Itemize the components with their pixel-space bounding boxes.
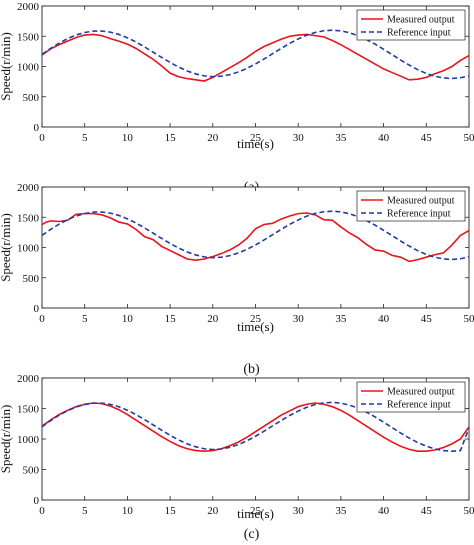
y-tick-label: 2000 [17,182,40,194]
series-line-measured-output [41,212,470,263]
legend-label: Measured output [387,387,455,398]
y-tick-label: 500 [23,273,40,285]
y-tick-label: 1000 [17,434,40,446]
x-tick-label: 0 [39,132,45,144]
y-axis-title: Speed(r/min) [0,405,13,474]
legend-box [356,381,466,413]
series-line-reference-input [41,401,470,453]
x-tick-label: 25 [250,313,262,325]
legend-label: Measured output [387,196,455,207]
x-tick-label: 0 [39,505,45,517]
x-tick-label: 50 [464,313,474,325]
x-tick-label: 30 [293,505,305,517]
y-tick-label: 2000 [17,373,40,385]
y-axis-title: Speed(r/min) [0,32,13,101]
x-tick-label: 10 [122,313,134,325]
y-tick-label: 0 [34,122,40,134]
x-tick-label: 10 [122,132,134,144]
legend-label: Measured output [387,15,455,26]
y-tick-label: 1000 [17,62,40,74]
x-tick-label: 25 [250,505,262,517]
x-tick-label: 15 [165,313,177,325]
x-tick-label: 35 [335,505,347,517]
y-axis-title: Speed(r/min) [0,213,13,282]
x-tick-label: 45 [421,505,433,517]
x-axis-title: time(s) [237,136,274,151]
y-tick-label: 500 [23,92,40,104]
x-tick-label: 5 [82,132,88,144]
y-tick-label: 1500 [17,404,40,416]
x-tick-label: 35 [335,313,347,325]
x-tick-label: 30 [293,132,305,144]
x-tick-label: 40 [378,505,390,517]
legend-label: Reference input [387,209,451,220]
y-tick-label: 2000 [17,1,40,13]
x-tick-label: 45 [421,313,433,325]
chart-panel-2: 0 5 10 15 20 25 30 35 40 45 500500100015002000Meas… [0,182,474,377]
y-tick-label: 0 [34,495,40,507]
legend-label: Reference input [387,28,451,39]
x-tick-label: 10 [122,505,134,517]
chart-panel-3: 0 5 10 15 20 25 30 35 40 45 500500100015002000Meas… [0,373,474,542]
x-tick-label: 45 [421,132,433,144]
y-tick-label: 1000 [17,243,40,255]
x-axis-title: time(s) [237,506,274,521]
x-tick-label: 15 [165,132,177,144]
panel-caption: (b) [243,362,260,377]
y-tick-label: 500 [23,465,40,477]
y-tick-label: 0 [34,303,40,315]
x-axis-title: time(s) [237,319,274,334]
x-tick-label: 40 [378,313,390,325]
x-tick-label: 0 [39,313,45,325]
x-tick-label: 25 [250,132,262,144]
series-line-measured-output [41,402,470,453]
chart-panel-1: 0 5 10 15 20 25 30 35 40 45 500500100015002000Meas… [0,1,474,195]
x-tick-label: 30 [293,313,305,325]
x-tick-label: 35 [335,132,347,144]
series-line-measured-output [41,33,470,82]
x-tick-label: 20 [207,505,219,517]
panel-caption: (c) [244,527,260,542]
x-tick-label: 5 [82,505,88,517]
x-tick-label: 40 [378,132,390,144]
x-tick-label: 20 [207,132,219,144]
x-tick-label: 5 [82,313,88,325]
x-tick-label: 50 [464,132,474,144]
x-tick-label: 15 [165,505,177,517]
y-tick-label: 1500 [17,212,40,224]
y-tick-label: 1500 [17,31,40,43]
x-tick-label: 50 [464,505,474,517]
x-tick-label: 20 [207,313,219,325]
legend-box [356,9,466,41]
legend-label: Reference input [387,400,451,411]
legend-box [356,190,466,222]
